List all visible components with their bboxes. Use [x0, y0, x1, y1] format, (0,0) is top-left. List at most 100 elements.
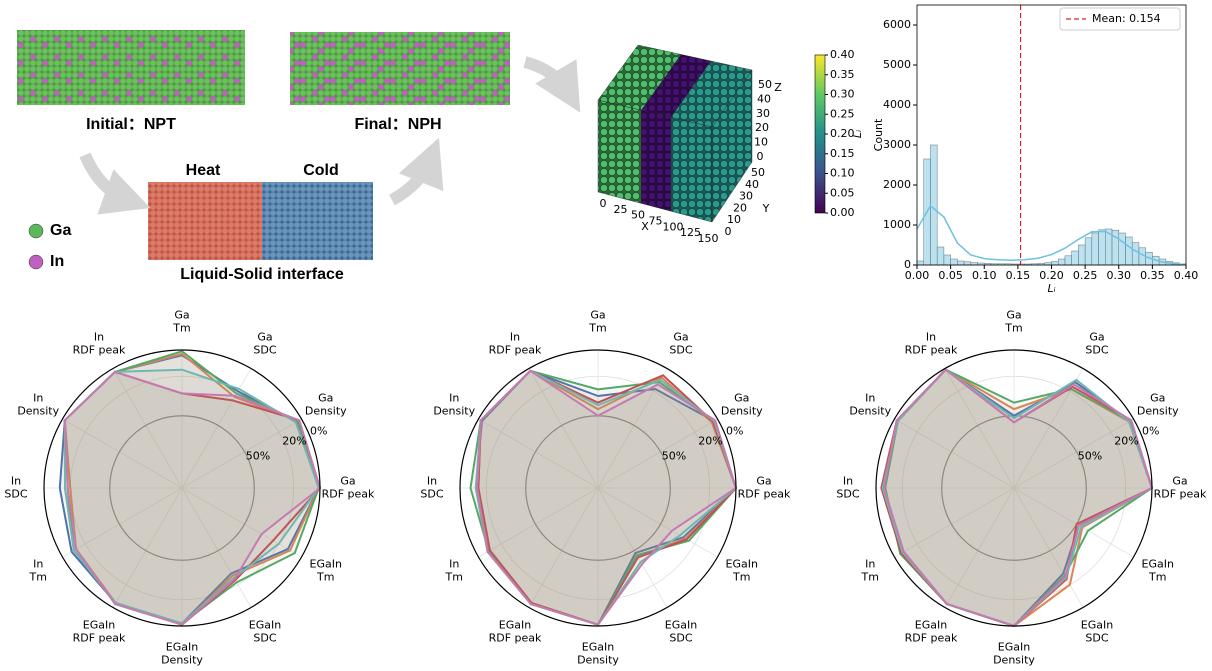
- spoke: [1013, 487, 1134, 558]
- spoke: [181, 487, 302, 558]
- category-label: Ga Density: [305, 392, 347, 418]
- category-label: Ga RDF peak: [1154, 475, 1207, 501]
- y-tick-label: 6000: [883, 18, 911, 31]
- z-tick-label: 30: [756, 107, 770, 120]
- y-axis-label: Count: [872, 118, 885, 151]
- spoke: [112, 487, 183, 608]
- bar: [1078, 244, 1086, 266]
- heat-label: Heat: [186, 162, 221, 179]
- interface-label: Liquid-Solid interface: [180, 266, 344, 283]
- spoke: [1013, 418, 1134, 489]
- category-label: Ga RDF peak: [322, 475, 375, 501]
- category-label: In RDF peak: [73, 331, 126, 357]
- cold-label: Cold: [303, 162, 339, 179]
- x-tick-label: 0.35: [1140, 269, 1165, 282]
- kde-line: [916, 204, 1187, 266]
- category-label: Ga Tm: [1004, 309, 1022, 335]
- r-tick-label: 20%: [1114, 434, 1138, 447]
- spoke: [62, 418, 183, 489]
- r-tick-label: 50%: [662, 450, 686, 463]
- legend-label: Mean: 0.154: [1092, 12, 1161, 25]
- r-tick-label: 50%: [1078, 450, 1102, 463]
- arrow: [523, 56, 581, 113]
- category-label: In Tm: [29, 558, 47, 584]
- category-label: In Density: [433, 392, 475, 418]
- colorbar-tick-label: 0.05: [830, 186, 855, 199]
- spoke: [112, 368, 183, 489]
- x-tick-label: 0.40: [1174, 269, 1199, 282]
- cold-box: [262, 182, 373, 260]
- bar: [950, 258, 958, 266]
- grid-circle: [109, 415, 255, 561]
- x-tick-label: 0.20: [1039, 269, 1064, 282]
- cube-face: [711, 69, 753, 223]
- outer-circle: [875, 349, 1153, 627]
- bar: [957, 260, 965, 266]
- spoke: [944, 487, 1015, 608]
- spoke: [944, 368, 1015, 489]
- colorbar-tick-label: 0.10: [830, 167, 855, 180]
- outer-circle: [43, 349, 321, 627]
- z-tick-label: 20: [755, 121, 769, 134]
- z-tick-label: 50: [758, 78, 772, 91]
- bar: [930, 144, 938, 266]
- bar: [1131, 242, 1140, 266]
- category-label: Ga Tm: [588, 309, 606, 335]
- spoke: [528, 487, 599, 608]
- x-tick-label: 75: [649, 215, 663, 228]
- x-tick-label: 0.30: [1107, 269, 1132, 282]
- grid-circle: [485, 375, 711, 601]
- category-label: EGaIn Density: [993, 641, 1035, 667]
- x-tick-label: 50: [631, 209, 645, 222]
- spoke: [181, 418, 302, 489]
- category-label: Ga SDC: [1085, 331, 1108, 357]
- spoke: [528, 368, 599, 489]
- colorbar-tick-label: 0.20: [830, 127, 855, 140]
- r-tick-label: 0%: [1142, 424, 1159, 437]
- z-tick-label: 10: [754, 136, 768, 149]
- r-tick-label: 50%: [246, 450, 270, 463]
- legend-box: [1059, 7, 1181, 31]
- arrow: [79, 152, 151, 215]
- x-tick-label: 25: [614, 203, 628, 216]
- category-label: EGaIn SDC: [1081, 618, 1113, 644]
- r-tick-label: 20%: [282, 434, 306, 447]
- category-label: Ga Density: [721, 392, 763, 418]
- arrow: [389, 137, 444, 206]
- x-tick-label: 0.05: [938, 269, 963, 282]
- x-tick-label: 150: [698, 232, 719, 245]
- category-label: Ga RDF peak: [738, 475, 791, 501]
- category-label: EGaIn RDF peak: [489, 618, 542, 644]
- category-label: Ga SDC: [669, 331, 692, 357]
- legend-label: In: [50, 253, 64, 270]
- bar: [943, 254, 951, 266]
- cube-face: [641, 110, 672, 212]
- y-tick-label: 2000: [883, 178, 911, 191]
- y-tick-label: 30: [739, 190, 753, 203]
- z-axis-label: Z: [774, 81, 782, 94]
- category-label: In RDF peak: [489, 331, 542, 357]
- category-label: EGaIn SDC: [249, 618, 281, 644]
- y-tick-label: 40: [745, 178, 759, 191]
- category-label: In SDC: [836, 475, 859, 501]
- category-label: Ga SDC: [253, 331, 276, 357]
- spoke: [478, 418, 599, 489]
- spoke: [1013, 487, 1084, 608]
- r-tick-label: 20%: [698, 434, 722, 447]
- category-label: In Density: [17, 392, 59, 418]
- legend-swatch: [28, 254, 44, 270]
- y-tick-label: 4000: [883, 98, 911, 111]
- category-label: In Tm: [445, 558, 463, 584]
- legend-swatch: [28, 223, 44, 239]
- category-label: In SDC: [4, 475, 27, 501]
- colorbar-tick-label: 0.40: [830, 48, 855, 61]
- x-axis-label: X: [641, 220, 649, 233]
- initial-box: [17, 30, 245, 105]
- colorbar-tick-label: 0.00: [830, 206, 855, 219]
- schematic: Initial：NPT Final：NPH Heat Cold Liquid-S…: [17, 30, 581, 283]
- bar: [1057, 258, 1066, 266]
- plot-area: [917, 5, 1186, 265]
- category-label: In Tm: [861, 558, 879, 584]
- spoke: [597, 487, 718, 558]
